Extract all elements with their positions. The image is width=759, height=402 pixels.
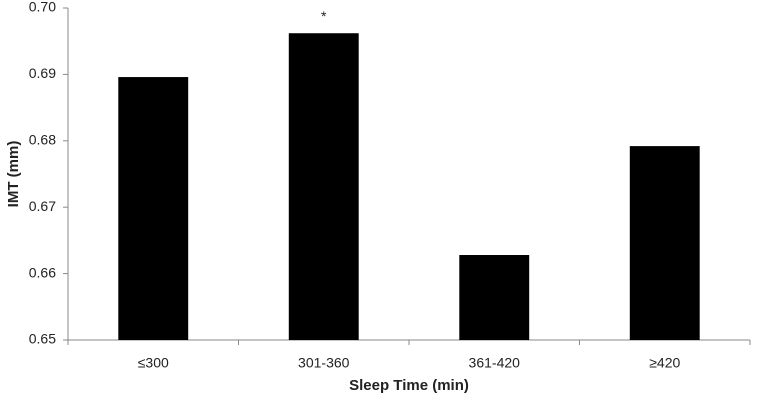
x-axis-title: Sleep Time (min)	[349, 377, 469, 394]
x-tick-label: ≤300	[138, 355, 169, 371]
y-tick-label: 0.69	[29, 65, 56, 81]
x-tick-label: ≥420	[649, 355, 680, 371]
y-tick-label: 0.67	[29, 198, 56, 214]
y-tick-label: 0.68	[29, 132, 56, 148]
y-tick-label: 0.66	[29, 264, 56, 280]
annotation: *	[321, 8, 327, 24]
x-tick-label: 361-420	[469, 355, 521, 371]
bar	[459, 255, 530, 340]
y-tick-label: 0.70	[29, 0, 56, 15]
y-tick-label: 0.65	[29, 331, 56, 347]
bar	[629, 146, 700, 340]
y-axis-title: IMT (mm)	[5, 141, 22, 208]
x-tick-label: 301-360	[298, 355, 350, 371]
bar	[288, 33, 359, 341]
bar	[118, 77, 189, 340]
